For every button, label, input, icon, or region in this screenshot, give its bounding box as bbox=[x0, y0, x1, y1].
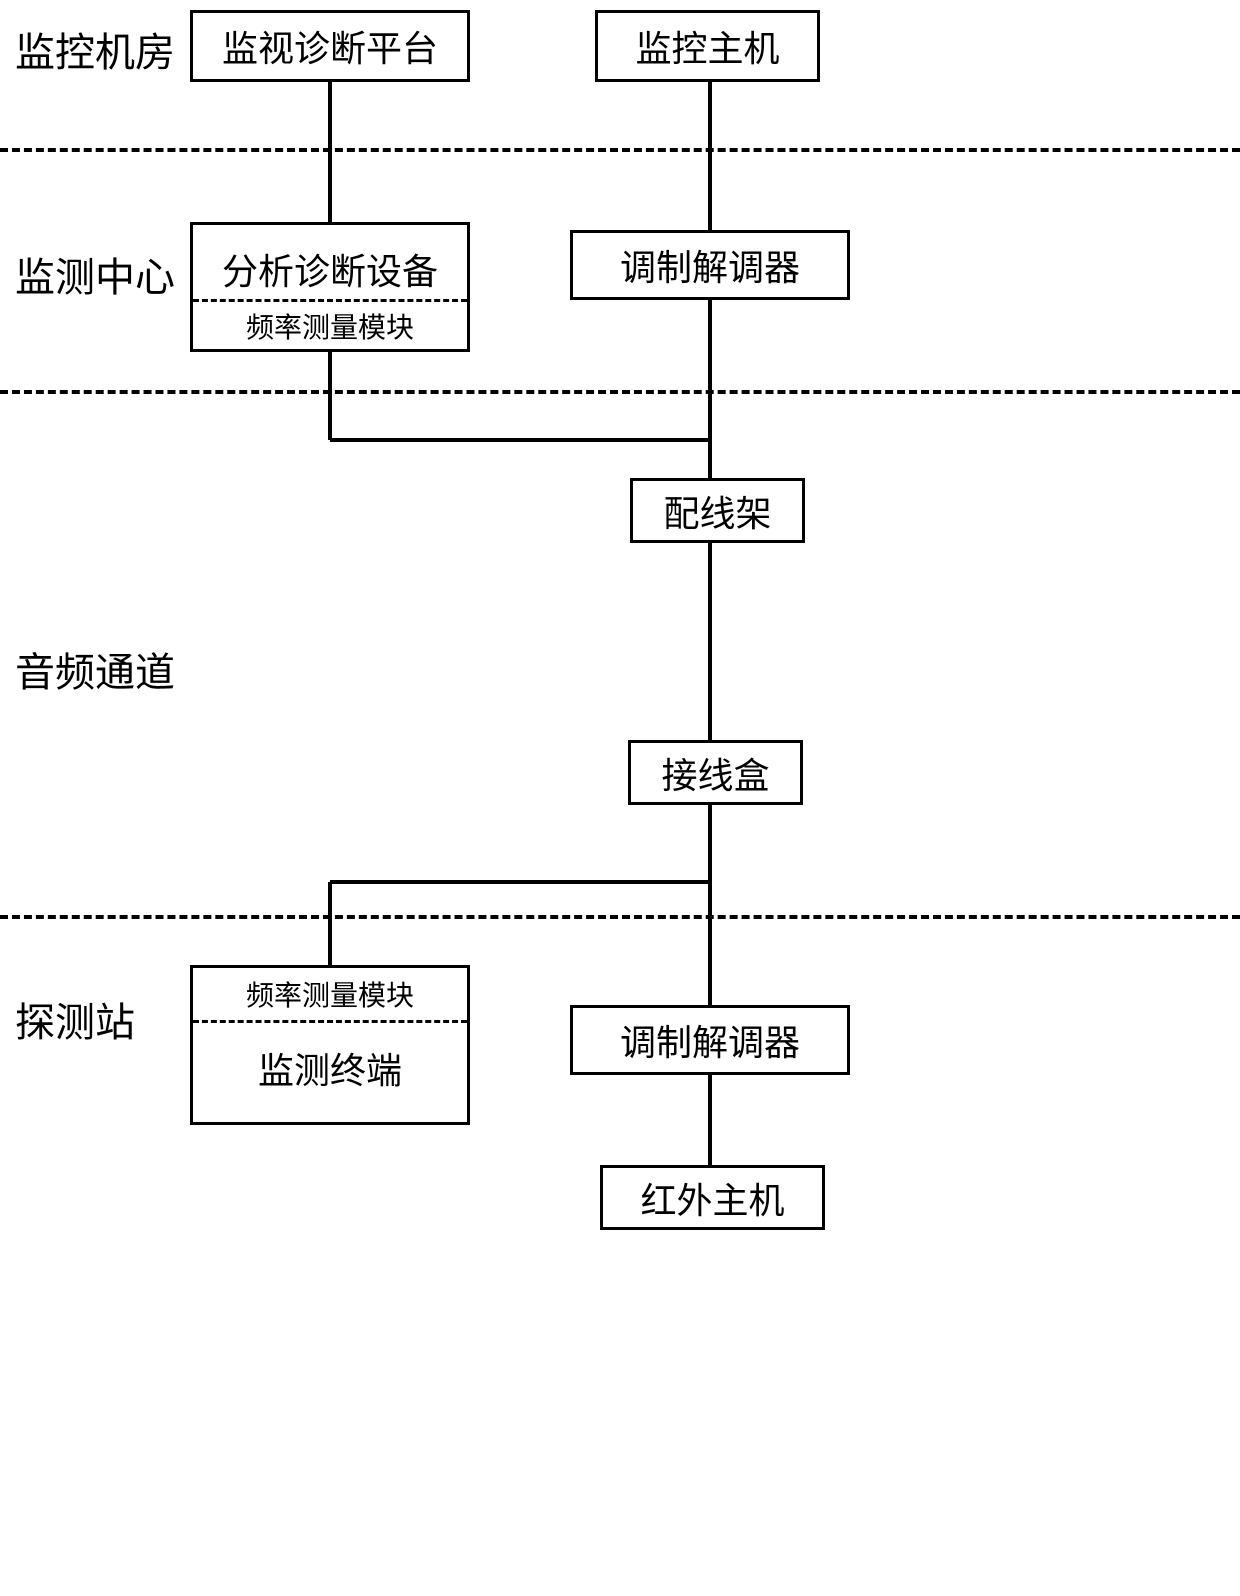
box-label: 红外主机 bbox=[640, 1172, 784, 1224]
sub-box-label: 频率测量模块 bbox=[246, 306, 414, 346]
box-label: 监测终端 bbox=[258, 1042, 402, 1094]
sub-box-freq-module-bottom: 频率测量模块 bbox=[193, 968, 467, 1023]
box-label: 分析诊断设备 bbox=[222, 243, 438, 295]
sub-box-freq-module-top: 频率测量模块 bbox=[193, 299, 467, 349]
box-label: 监视诊断平台 bbox=[222, 20, 438, 72]
flowchart-diagram: 监控机房 监测中心 音频通道 探测站 监视诊断平台 监控主机 分析诊断设备 频率… bbox=[0, 0, 1240, 1596]
sub-box-label: 频率测量模块 bbox=[246, 974, 414, 1014]
box-analysis-device: 分析诊断设备 频率测量模块 bbox=[190, 222, 470, 352]
box-label: 配线架 bbox=[663, 485, 771, 537]
divider-2 bbox=[0, 390, 1240, 394]
layer-label-audio-channel: 音频通道 bbox=[15, 640, 175, 698]
divider-3 bbox=[0, 915, 1240, 919]
box-modem-bottom: 调制解调器 bbox=[570, 1005, 850, 1075]
box-label: 调制解调器 bbox=[620, 239, 800, 291]
box-distribution-frame: 配线架 bbox=[630, 478, 805, 543]
box-modem-top: 调制解调器 bbox=[570, 230, 850, 300]
box-monitoring-platform: 监视诊断平台 bbox=[190, 10, 470, 82]
box-label: 调制解调器 bbox=[620, 1014, 800, 1066]
box-label: 监控主机 bbox=[635, 20, 779, 72]
layer-label-detection-station: 探测站 bbox=[15, 990, 135, 1048]
box-junction-box: 接线盒 bbox=[628, 740, 803, 805]
box-monitoring-terminal: 频率测量模块 监测终端 bbox=[190, 965, 470, 1125]
layer-label-monitoring-center: 监测中心 bbox=[15, 245, 175, 303]
box-monitoring-host: 监控主机 bbox=[595, 10, 820, 82]
layer-label-monitoring-room: 监控机房 bbox=[15, 20, 175, 78]
divider-1 bbox=[0, 148, 1240, 152]
box-ir-host: 红外主机 bbox=[600, 1165, 825, 1230]
box-label: 接线盒 bbox=[661, 747, 769, 799]
